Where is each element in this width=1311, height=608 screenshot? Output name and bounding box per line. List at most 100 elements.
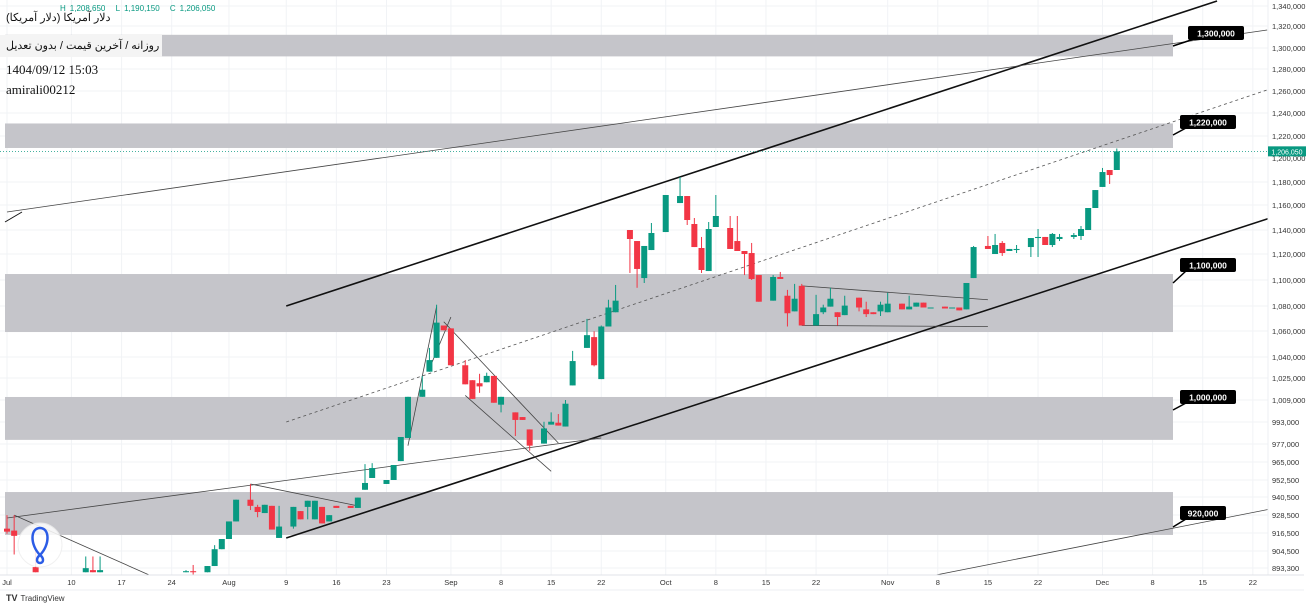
candle[interactable] (4, 515, 10, 534)
candle[interactable] (834, 312, 841, 326)
support-resistance-zone[interactable] (5, 492, 1173, 535)
trendline-mid-dashed[interactable] (286, 89, 1268, 423)
symbol-title[interactable]: دلار آمریکا (دلار آمریکا) (6, 12, 111, 24)
candle[interactable] (705, 222, 712, 272)
candle[interactable] (1092, 190, 1099, 208)
candle[interactable] (741, 251, 748, 276)
candle[interactable] (1013, 245, 1020, 254)
candle[interactable] (920, 302, 927, 308)
candle[interactable] (1042, 236, 1049, 245)
candle[interactable] (555, 414, 562, 426)
candle[interactable] (512, 412, 519, 437)
candle[interactable] (261, 504, 268, 514)
candle[interactable] (469, 380, 476, 399)
candle[interactable] (612, 284, 619, 313)
trendline-triangle-aug-top[interactable] (250, 483, 358, 507)
candle[interactable] (1027, 238, 1034, 257)
candle[interactable] (856, 297, 863, 312)
candle[interactable] (791, 283, 798, 312)
app-logo-icon[interactable] (17, 522, 63, 568)
candle[interactable] (906, 295, 913, 310)
plot-area[interactable]: 1,300,000 1,220,000 1,100,000 1,000,000 920,… (0, 0, 1289, 576)
trendline-stub[interactable] (4, 211, 23, 223)
candle[interactable] (404, 396, 411, 438)
candle[interactable] (698, 236, 705, 273)
candle[interactable] (984, 236, 991, 249)
candle[interactable] (748, 242, 755, 280)
candle[interactable] (519, 417, 526, 420)
candle[interactable] (583, 318, 590, 348)
candle[interactable] (447, 328, 454, 366)
candle[interactable] (684, 196, 691, 225)
candle[interactable] (254, 504, 261, 518)
candle[interactable] (863, 301, 870, 317)
candle[interactable] (927, 307, 934, 309)
candle[interactable] (326, 515, 333, 522)
support-resistance-zone[interactable] (5, 34, 1173, 57)
candle[interactable] (1049, 233, 1056, 248)
candle[interactable] (498, 396, 505, 413)
trendline-bottom-right-thin[interactable] (931, 505, 1289, 576)
trendline-long-thin-upper[interactable] (6, 29, 1268, 213)
candle[interactable] (648, 223, 655, 251)
candle[interactable] (1106, 170, 1113, 184)
candle[interactable] (569, 350, 576, 386)
candle[interactable] (526, 429, 533, 451)
support-resistance-zone[interactable] (5, 123, 1173, 148)
candle[interactable] (383, 480, 390, 484)
candle[interactable] (992, 233, 999, 254)
candle[interactable] (1113, 148, 1120, 170)
candle[interactable] (297, 511, 304, 520)
candle[interactable] (899, 303, 905, 310)
trendline-flag-channel-top[interactable] (443, 321, 559, 444)
candle[interactable] (1099, 167, 1106, 187)
candle[interactable] (541, 421, 547, 444)
candle[interactable] (218, 539, 225, 550)
candle[interactable] (712, 194, 719, 227)
candle[interactable] (190, 564, 197, 575)
candle[interactable] (483, 372, 490, 383)
candle[interactable] (662, 194, 669, 233)
candle[interactable] (225, 521, 232, 539)
candle[interactable] (276, 505, 283, 538)
candle[interactable] (362, 464, 368, 490)
candle[interactable] (462, 360, 469, 385)
candle[interactable] (798, 283, 805, 326)
candle[interactable] (390, 465, 397, 480)
candle[interactable] (304, 500, 311, 520)
zone-callout-box[interactable] (1180, 390, 1236, 404)
trendline-upper-channel[interactable] (285, 0, 1218, 307)
candle[interactable] (770, 275, 777, 301)
candle[interactable] (941, 306, 948, 309)
trendline-flag-channel-bottom[interactable] (464, 395, 552, 472)
candle[interactable] (397, 436, 404, 462)
candle[interactable] (784, 289, 791, 327)
candle[interactable] (268, 505, 275, 530)
candle[interactable] (419, 375, 426, 397)
zone-callout-box[interactable] (1180, 115, 1236, 129)
candle[interactable] (204, 566, 211, 573)
trendline-triangle-oct-top[interactable] (801, 285, 988, 301)
candle[interactable] (1085, 208, 1092, 230)
candle[interactable] (734, 216, 741, 251)
candle[interactable] (347, 505, 354, 508)
candle[interactable] (598, 325, 605, 380)
candle[interactable] (319, 506, 326, 524)
candle[interactable] (440, 325, 447, 331)
candle[interactable] (884, 292, 891, 313)
candle[interactable] (827, 287, 834, 307)
candle[interactable] (562, 400, 569, 427)
candle[interactable] (369, 463, 376, 478)
trendline-lower-thin[interactable] (6, 437, 602, 519)
candle[interactable] (813, 294, 820, 326)
candle[interactable] (591, 331, 598, 367)
candle[interactable] (820, 304, 827, 315)
candle[interactable] (354, 497, 361, 508)
candle[interactable] (183, 570, 189, 573)
candle[interactable] (89, 556, 96, 573)
candle[interactable] (691, 218, 698, 248)
candle[interactable] (626, 230, 633, 273)
candle[interactable] (476, 373, 483, 393)
candle[interactable] (333, 505, 340, 508)
